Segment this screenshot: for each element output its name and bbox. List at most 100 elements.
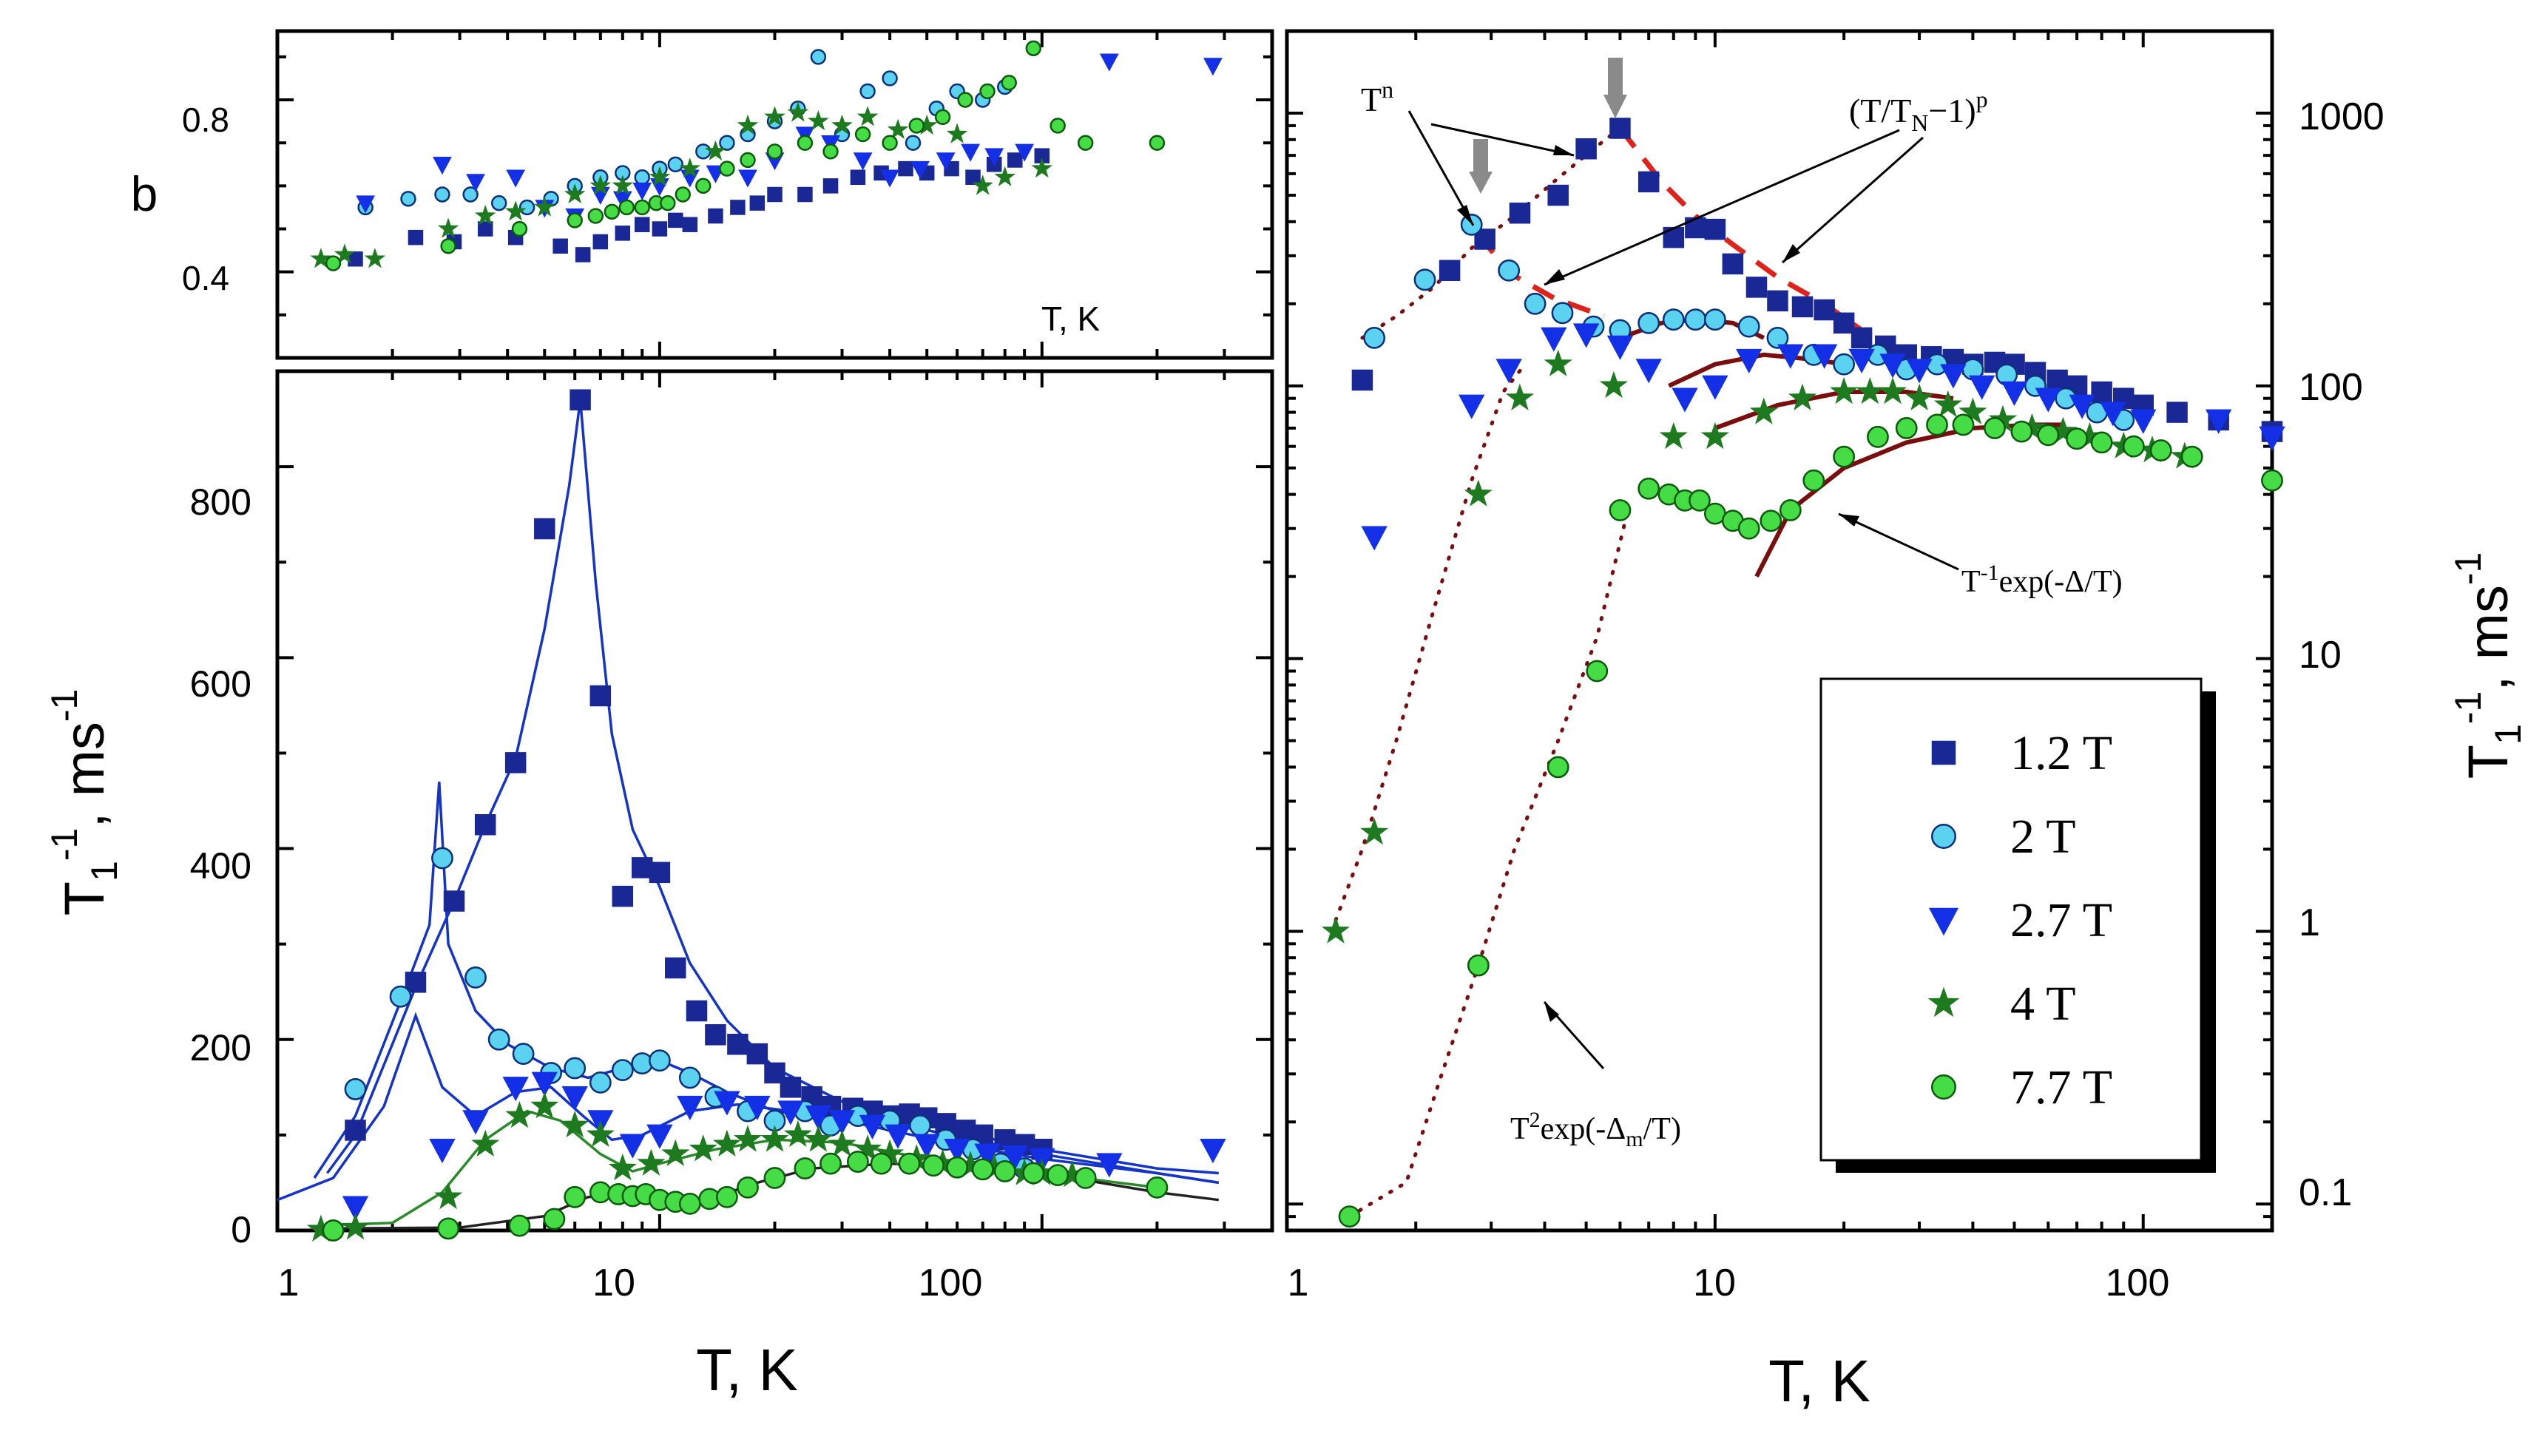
left-point-7_7T (1074, 1167, 1097, 1189)
right-point-4T (1659, 421, 1688, 450)
annotation-tn2-part2: −1) (1928, 92, 1975, 129)
left-point-7_7T (437, 1217, 460, 1240)
b-point-7_7T (1149, 135, 1166, 151)
right-point-2_7T (1906, 359, 1933, 384)
pointer-tn-1 (1407, 110, 1475, 226)
left-point-2T (564, 1057, 587, 1080)
b-point-2_7T (466, 174, 485, 192)
right-point-7_7T (1779, 499, 1802, 521)
left-ytick-600: 600 (190, 663, 251, 705)
log-panel-frame (1285, 29, 2274, 1233)
left-point-1_2T (649, 861, 671, 884)
b-ytick-0: 0.4 (182, 259, 229, 297)
left-point-2_7T (1096, 1153, 1123, 1178)
b-point-2T (695, 143, 712, 160)
left-point-2_7T (1001, 1145, 1028, 1171)
left-point-1_2T (764, 1062, 785, 1084)
b-point-7_7T (797, 135, 814, 151)
left-point-1_2T (570, 389, 591, 410)
right-point-4T (1505, 383, 1535, 411)
legend-marker-7_7T (1931, 1074, 1956, 1100)
right-point-1_2T (1722, 253, 1744, 275)
right-point-2T (1524, 292, 1547, 315)
right-point-7_7T (1637, 477, 1660, 500)
annotation-tn2-sub: N (1911, 109, 1928, 136)
b-point-4T (504, 200, 527, 221)
left-point-2_7T (1200, 1139, 1226, 1164)
left-point-2_7T (974, 1143, 1001, 1168)
right-ytick-10: 10 (2299, 634, 2342, 677)
b-point-1_2T (898, 160, 913, 177)
pointer-tn-2 (1430, 123, 1575, 157)
b-point-7_7T (1077, 135, 1094, 151)
legend-marker-2_7T (1928, 907, 1959, 936)
legend: 1.2 T 2 T 2.7 T 4 T 7.7 T (1819, 677, 2216, 1173)
right-point-7_7T (2037, 424, 2060, 447)
right-ytick-1: 1 (2299, 901, 2320, 944)
right-point-1_2T (1767, 290, 1788, 312)
right-point-2_7T (2130, 409, 2157, 434)
left-point-2_7T (805, 1105, 832, 1130)
left-point-2_7T (502, 1077, 529, 1102)
right-point-2_7T (1672, 387, 1698, 413)
right-point-7_7T (2261, 469, 2283, 492)
right-point-4T (1464, 479, 1493, 507)
legend-label-1_2T: 1.2 T (2010, 726, 2112, 780)
b-inner-xlabel: T, K (1041, 299, 1101, 338)
left-point-2_7T (859, 1114, 886, 1140)
left-point-1_2T (780, 1077, 802, 1098)
right-point-7_7T (1737, 517, 1760, 540)
right-point-2_7T (1940, 364, 1967, 389)
annotation-mgap-base: T (1510, 1112, 1530, 1146)
left-ylabel-sub: 1 (84, 861, 125, 881)
b-point-2T (434, 186, 450, 203)
pointer-tn2-1 (1544, 129, 1900, 286)
left-point-1_2T (631, 857, 653, 878)
right-point-4T (1788, 383, 1817, 410)
b-point-7_7T (822, 143, 839, 160)
b-ylabel: b (131, 166, 158, 221)
b-point-2T (490, 194, 507, 211)
b-point-4T (1031, 158, 1053, 178)
annotation-gap-rest: exp(-Δ/T) (1999, 565, 2123, 599)
left-point-1_2T (972, 1124, 993, 1146)
left-ylabel-unit: , ms (53, 722, 116, 828)
left-point-2_7T (677, 1095, 703, 1121)
right-point-1_2T (1791, 296, 1814, 318)
left-point-4T (341, 1213, 370, 1240)
b-point-4T (831, 114, 853, 135)
left-xlabel: T, K (696, 1337, 798, 1403)
b-point-2T (400, 191, 416, 207)
b-point-4T (705, 140, 726, 161)
left-point-1_2T (534, 518, 555, 540)
left-point-7_7T (819, 1152, 842, 1175)
left-point-1_2T (589, 685, 612, 707)
b-point-2T (719, 135, 735, 151)
left-point-1_2T (345, 1120, 366, 1141)
left-point-1_2T (405, 972, 427, 993)
right-point-4T (1700, 421, 1729, 450)
left-point-7_7T (1022, 1162, 1045, 1185)
left-point-1_2T (612, 885, 634, 907)
left-point-1_2T (474, 814, 496, 836)
transition-arrow-1 (1469, 139, 1493, 194)
left-ytick-800: 800 (190, 481, 251, 523)
right-point-7_7T (1586, 660, 1609, 683)
b-point-1_2T (1007, 152, 1023, 168)
right-point-2_7T (1968, 375, 1995, 400)
b-point-4T (589, 175, 612, 195)
left-point-4T (637, 1148, 666, 1176)
right-point-1_2T (1439, 260, 1461, 281)
right-xtick-10: 10 (1693, 1262, 1736, 1304)
left-point-2T (464, 966, 487, 989)
annotation-arrowheads (1457, 145, 1859, 1022)
left-point-2_7T (744, 1095, 771, 1121)
right-xtick-1: 1 (1288, 1262, 1309, 1304)
b-point-2T (462, 186, 479, 203)
right-ylabel-sub: 1 (2487, 724, 2529, 745)
b-point-2_7T (984, 148, 1004, 166)
left-point-7_7T (794, 1157, 817, 1179)
b-point-1_2T (552, 238, 568, 254)
arrowhead-mgap (1544, 1002, 1559, 1022)
b-point-2_7T (1015, 143, 1035, 162)
